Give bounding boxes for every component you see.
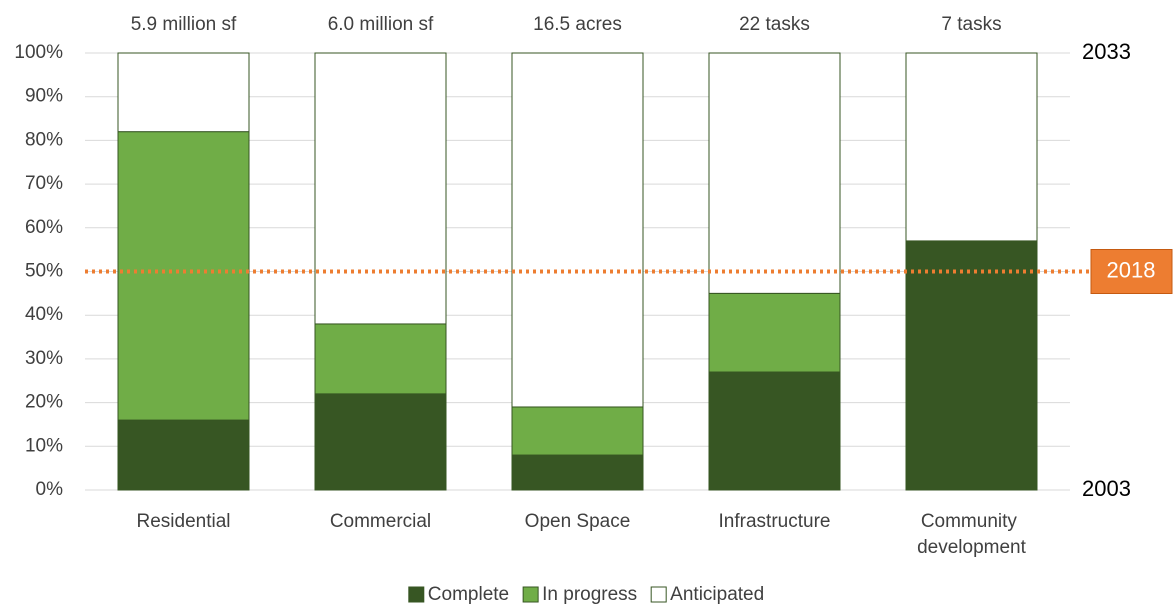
legend-label: Anticipated [670,584,764,605]
bar-top-label: 22 tasks [739,14,810,35]
bar-segment [117,52,250,133]
bar-segment [708,52,841,294]
right-label-bottom: 2003 [1082,476,1131,501]
bar-segment [905,52,1038,242]
bar-top-label: 16.5 acres [533,14,622,35]
bar-segment [314,323,447,395]
y-tick-label: 60% [25,217,63,238]
bar-segment [511,454,644,491]
right-label-top: 2033 [1082,39,1131,64]
bar-segment [905,240,1038,491]
reference-label: 2018 [1107,257,1156,282]
y-tick-label: 30% [25,348,63,369]
bar-segment [708,371,841,491]
legend: Complete In progress Anticipated [408,584,764,605]
y-tick-label: 0% [36,479,64,500]
y-tick-label: 50% [25,261,63,282]
bar-segment [314,52,447,325]
bar-segment [314,393,447,491]
bar-top-label: 5.9 million sf [131,14,237,35]
bar-segment [511,52,644,408]
bar-top-label: 6.0 million sf [328,14,434,35]
x-tick-label: Commercial [330,511,431,532]
y-tick-label: 100% [14,42,63,63]
y-tick-label: 40% [25,304,63,325]
bar-segment [117,419,250,491]
y-tick-label: 70% [25,173,63,194]
y-tick-label: 90% [25,86,63,107]
x-tick-label: Infrastructure [719,511,831,532]
legend-swatch [522,586,539,603]
legend-label: In progress [542,584,637,605]
y-tick-label: 80% [25,129,63,150]
bar-segment [708,292,841,373]
x-tick-label: Open Space [525,511,631,532]
reference-badge [1090,249,1173,294]
bar-segment [117,131,250,421]
legend-label: Complete [428,584,509,605]
legend-swatch [408,586,425,603]
bar-segment [511,406,644,456]
bar-top-label: 7 tasks [941,14,1001,35]
legend-swatch [650,586,667,603]
y-tick-label: 10% [25,435,63,456]
y-tick-label: 20% [25,392,63,413]
x-tick-label: Residential [137,511,231,532]
x-tick-label: Community development [917,511,1027,558]
